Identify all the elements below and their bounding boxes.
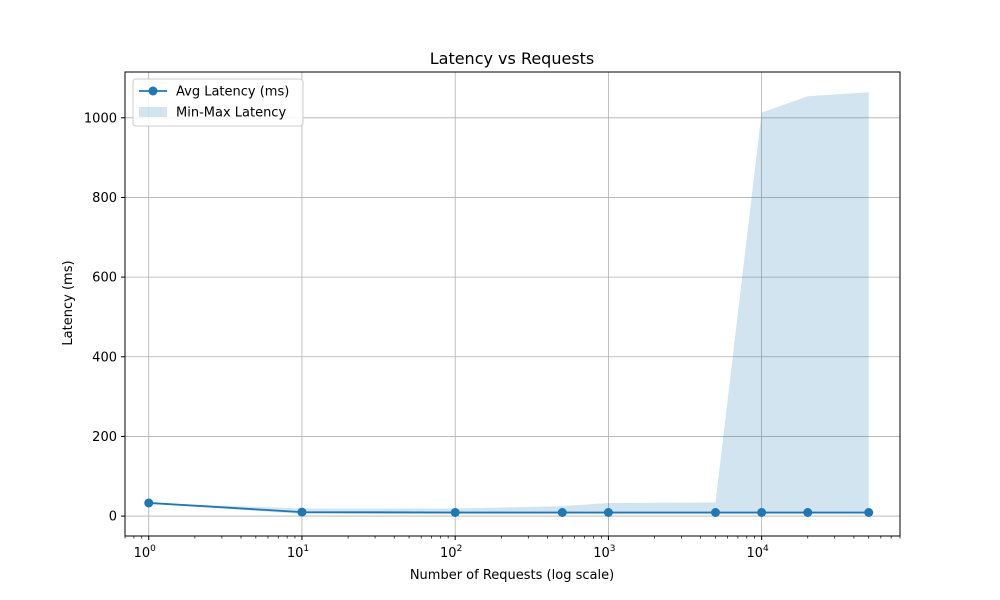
y-tick-label-3: 600 bbox=[92, 271, 117, 286]
avg-latency-point-2 bbox=[450, 508, 460, 518]
avg-latency-point-4 bbox=[603, 508, 613, 518]
avg-latency-point-8 bbox=[864, 508, 874, 518]
min-max-band-area bbox=[148, 92, 869, 515]
y-axis-label: Latency (ms) bbox=[61, 260, 76, 345]
legend: Avg Latency (ms) Min-Max Latency bbox=[132, 78, 304, 127]
y-tick-label-1: 200 bbox=[92, 430, 117, 445]
min-max-band bbox=[148, 92, 869, 515]
x-tick-label-2: 102 bbox=[440, 544, 462, 561]
avg-latency-point-0 bbox=[144, 498, 154, 508]
x-tick-label-3: 103 bbox=[593, 544, 615, 561]
plot-frame bbox=[124, 71, 901, 537]
legend-band-label: Min-Max Latency bbox=[176, 106, 286, 121]
x-axis-label: Number of Requests (log scale) bbox=[410, 568, 614, 583]
x-tick-label-1: 101 bbox=[287, 544, 309, 561]
axes-frame bbox=[124, 71, 901, 537]
x-tick-label-4: 104 bbox=[746, 544, 769, 561]
avg-latency-point-5 bbox=[711, 508, 721, 518]
avg-latency-point-1 bbox=[297, 507, 307, 517]
legend-band-swatch bbox=[139, 107, 167, 117]
y-tick-label-2: 400 bbox=[92, 350, 117, 365]
legend-avg-marker-swatch bbox=[148, 86, 158, 96]
avg-latency-point-3 bbox=[557, 508, 567, 518]
y-tick-label-0: 0 bbox=[109, 510, 117, 525]
x-tick-label-0: 100 bbox=[134, 544, 157, 561]
y-tick-label-5: 1000 bbox=[84, 111, 117, 126]
y-tick-label-4: 800 bbox=[92, 191, 117, 206]
avg-latency-series bbox=[144, 498, 874, 518]
legend-box bbox=[132, 78, 304, 127]
avg-latency-point-7 bbox=[803, 508, 813, 518]
avg-latency-point-6 bbox=[757, 508, 767, 518]
legend-avg-label: Avg Latency (ms) bbox=[176, 85, 289, 100]
chart-title: Latency vs Requests bbox=[430, 49, 595, 68]
tick-marks: 100 101 102 103 104 0 200 400 600 800 1000 bbox=[84, 111, 901, 561]
